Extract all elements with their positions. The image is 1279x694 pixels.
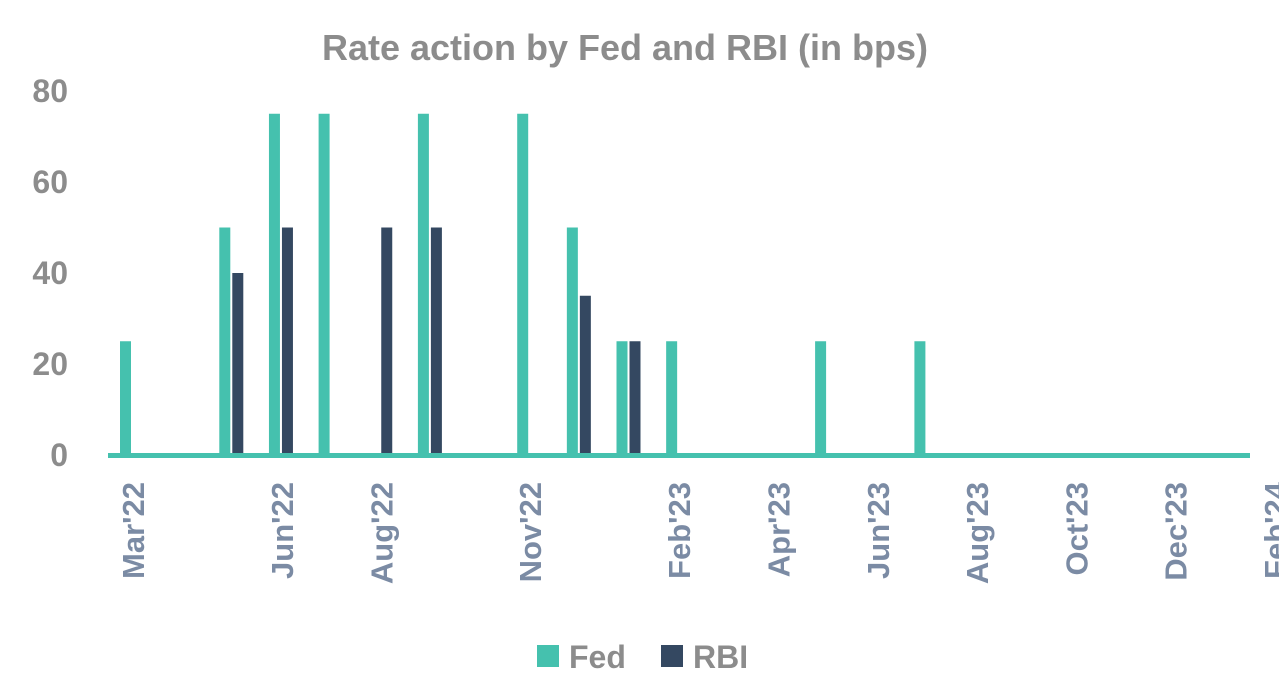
x-tick-label: Dec'23 [1159,482,1194,581]
bars [108,113,1250,458]
bar-fed-14 [815,341,827,455]
y-tick-label: 20 [32,346,68,382]
bar-fed-16 [914,341,926,455]
legend-label-fed: Fed [569,639,626,675]
x-axis-ticks: Mar'22 Jun'22 Aug'22 Nov'22 Feb'23 Apr'23 Jun'… [116,481,1279,584]
bar-rbi-9 [579,295,591,455]
y-axis-ticks: 0 20 40 60 80 [32,73,68,473]
bar-rbi-6 [430,227,442,455]
y-tick-label: 0 [50,437,68,473]
x-tick-label: Mar'22 [116,482,151,579]
x-tick-label: Aug'22 [364,482,399,584]
bar-fed-11 [666,341,678,455]
bar-rbi-10 [629,341,641,455]
chart-title: Rate action by Fed and RBI (in bps) [322,27,928,68]
legend-swatch-rbi [661,645,683,667]
x-tick-label: Nov'22 [513,482,548,582]
bar-fed-4 [318,113,330,455]
bar-rbi-5 [381,227,393,455]
x-tick-label: Jun'22 [265,482,300,579]
x-tick-label: Oct'23 [1059,482,1094,576]
x-tick-label: Apr'23 [761,482,796,577]
x-tick-label: Jun'23 [861,482,896,579]
bar-rbi-2 [232,273,244,455]
y-tick-label: 40 [32,255,68,291]
bar-fed-10 [616,341,628,455]
bar-fed-2 [219,227,231,455]
x-axis-line [108,453,1250,458]
y-tick-label: 80 [32,73,68,109]
bar-fed-3 [268,113,280,455]
bar-fed-8 [517,113,529,455]
x-tick-label: Feb'24 [1258,481,1279,579]
y-tick-label: 60 [32,164,68,200]
bar-fed-6 [417,113,429,455]
bar-fed-0 [120,341,131,455]
legend: Fed RBI [537,639,748,675]
x-tick-label: Feb'23 [662,482,697,579]
x-tick-label: Aug'23 [960,482,995,584]
legend-swatch-fed [537,645,559,667]
bar-rbi-3 [281,227,293,455]
legend-label-rbi: RBI [693,639,748,675]
bar-fed-9 [566,227,578,455]
